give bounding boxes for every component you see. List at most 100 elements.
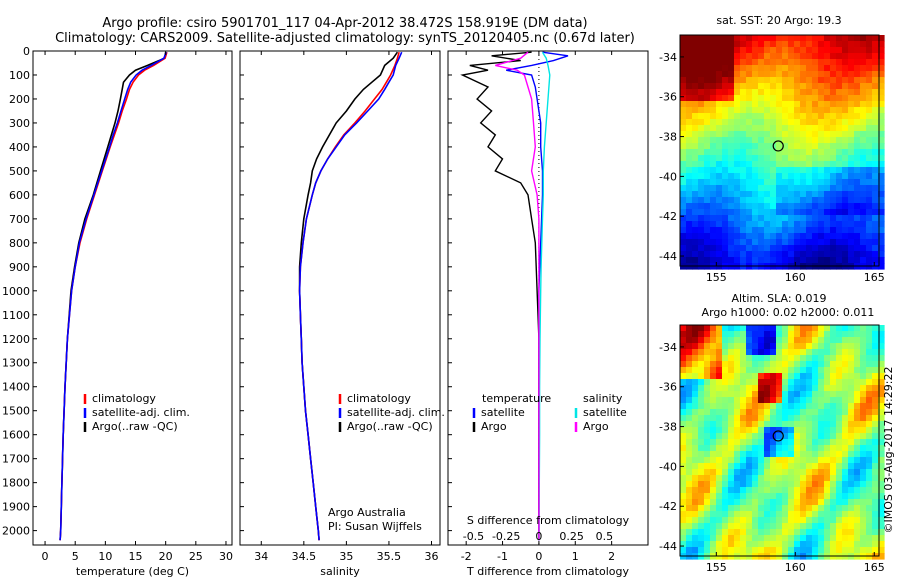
map-cell <box>824 95 831 102</box>
map-cell <box>716 541 723 548</box>
map-cell <box>758 59 765 66</box>
map-cell <box>776 65 783 72</box>
map-cell <box>878 385 885 392</box>
map-cell <box>722 487 729 494</box>
map-cell <box>728 433 735 440</box>
map-cell <box>716 155 723 162</box>
map-cell <box>812 113 819 120</box>
map-cell <box>866 535 873 542</box>
map-cell <box>770 367 777 374</box>
map-cell <box>806 203 813 210</box>
map-cell <box>698 379 705 386</box>
map-cell <box>758 119 765 126</box>
map-cell <box>746 529 753 536</box>
map-cell <box>872 233 879 240</box>
map-cell <box>764 499 771 506</box>
map-cell <box>716 35 723 42</box>
map-cell <box>680 505 687 512</box>
map-cell <box>782 331 789 338</box>
map-cell <box>806 469 813 476</box>
map-cell <box>776 83 783 90</box>
map-cell <box>770 257 777 264</box>
map-cell <box>812 245 819 252</box>
map-cell <box>776 421 783 428</box>
legend-label: Argo <box>583 420 609 433</box>
map-cell <box>878 379 885 386</box>
map-cell <box>794 409 801 416</box>
map-cell <box>830 251 837 258</box>
map-cell <box>794 403 801 410</box>
map-cell <box>878 251 885 258</box>
map-cell <box>758 379 765 386</box>
map-cell <box>788 149 795 156</box>
map-cell <box>746 439 753 446</box>
temperature-frame <box>32 50 233 546</box>
map-cell <box>734 331 741 338</box>
map-cell <box>824 203 831 210</box>
map-cell <box>782 161 789 168</box>
map-cell <box>734 451 741 458</box>
map-cell <box>686 511 693 518</box>
map-cell <box>710 475 717 482</box>
map-cell <box>692 439 699 446</box>
map-cell <box>800 251 807 258</box>
map-cell <box>686 89 693 96</box>
map-cell <box>812 251 819 258</box>
map-cell <box>680 257 687 264</box>
map-cell <box>872 325 879 332</box>
map-cell <box>698 131 705 138</box>
map-cell <box>716 101 723 108</box>
map-cell <box>710 101 717 108</box>
map-cell <box>692 251 699 258</box>
map-cell <box>788 451 795 458</box>
map-cell <box>830 469 837 476</box>
map-cell <box>818 71 825 78</box>
map-cell <box>752 367 759 374</box>
map-cell <box>698 107 705 114</box>
map-cell <box>692 65 699 72</box>
map-cell <box>728 523 735 530</box>
map-cell <box>830 227 837 234</box>
map-cell <box>818 203 825 210</box>
map-cell <box>758 89 765 96</box>
map-cell <box>758 149 765 156</box>
map-cell <box>716 161 723 168</box>
map-cell <box>800 191 807 198</box>
map-cell <box>710 167 717 174</box>
map-cell <box>770 427 777 434</box>
map-cell <box>692 343 699 350</box>
map-cell <box>782 59 789 66</box>
map-cell <box>734 445 741 452</box>
map-cell <box>806 493 813 500</box>
map-cell <box>752 203 759 210</box>
map-cell <box>818 131 825 138</box>
map-cell <box>860 535 867 542</box>
map-cell <box>824 113 831 120</box>
map-cell <box>746 469 753 476</box>
map-cell <box>728 257 735 264</box>
map-cell <box>776 493 783 500</box>
map-cell <box>680 65 687 72</box>
map-cell <box>812 367 819 374</box>
map-cell <box>752 343 759 350</box>
map-cell <box>746 245 753 252</box>
map-cell <box>692 493 699 500</box>
map-cell <box>866 367 873 374</box>
map-x-tick-label: 165 <box>864 271 885 284</box>
map-cell <box>830 53 837 60</box>
map-cell <box>836 325 843 332</box>
map-cell <box>794 161 801 168</box>
map-cell <box>824 547 831 554</box>
map-cell <box>788 221 795 228</box>
map-cell <box>692 41 699 48</box>
map-cell <box>806 487 813 494</box>
map-cell <box>848 331 855 338</box>
map-cell <box>800 203 807 210</box>
map-cell <box>746 119 753 126</box>
map-cell <box>734 409 741 416</box>
map-cell <box>854 77 861 84</box>
map-cell <box>764 149 771 156</box>
map-cell <box>812 47 819 54</box>
map-cell <box>716 173 723 180</box>
map-cell <box>800 47 807 54</box>
